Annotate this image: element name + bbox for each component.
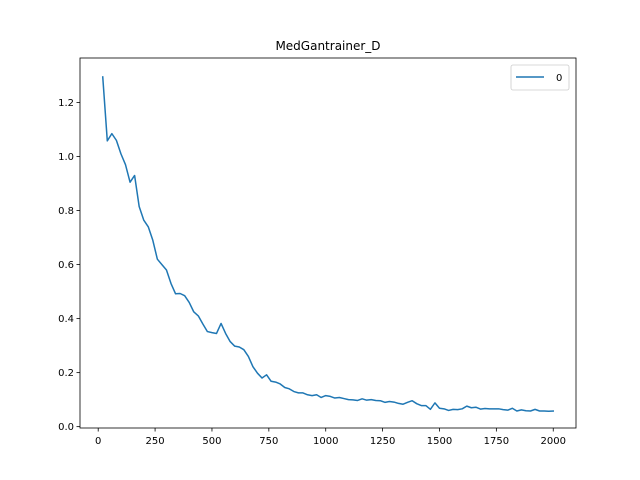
- x-tick-label: 750: [259, 436, 278, 447]
- x-tick-label: 2000: [541, 436, 566, 447]
- axes-frame: [79, 57, 577, 429]
- y-tick-label: 0.8: [58, 206, 74, 217]
- y-tick-label: 1.0: [58, 152, 74, 163]
- x-tick-label: 1750: [484, 436, 509, 447]
- plot-area: [101, 76, 555, 413]
- y-tick-label: 0.4: [58, 314, 74, 325]
- x-tick-label: 250: [146, 436, 165, 447]
- y-axis: 0.0 0.2 0.4 0.6 0.8 1.0 1.2: [58, 98, 80, 433]
- x-tick-label: 1250: [370, 436, 395, 447]
- x-tick-label: 1000: [313, 436, 338, 447]
- y-tick-label: 0.2: [58, 368, 74, 379]
- x-tick-label: 1500: [427, 436, 452, 447]
- y-tick-label: 0.6: [58, 260, 74, 271]
- legend: 0: [510, 64, 570, 91]
- x-tick-label: 0: [95, 436, 101, 447]
- x-tick-label: 500: [202, 436, 221, 447]
- y-tick-label: 1.2: [58, 98, 74, 109]
- chart-title: MedGantrainer_D: [275, 39, 380, 53]
- y-tick-label: 0.0: [58, 422, 74, 433]
- x-axis: 0 250 500 750 1000 1250 1500 1750 2000: [95, 428, 566, 447]
- legend-label: 0: [556, 73, 562, 84]
- series-line-0: [101, 76, 555, 413]
